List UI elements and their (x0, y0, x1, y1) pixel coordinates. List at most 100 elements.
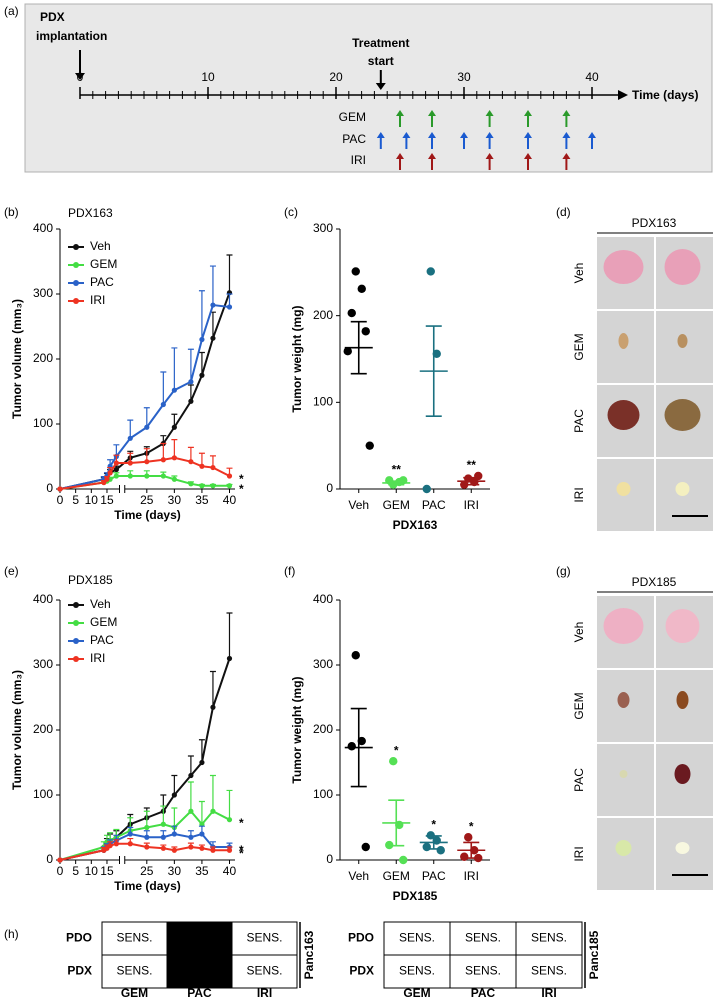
legend-label: IRI (90, 293, 105, 307)
error-bar (209, 774, 216, 812)
dose-arrow-head (562, 153, 571, 159)
data-point (464, 833, 473, 842)
data-point (160, 473, 166, 479)
x-tick-label: Veh (348, 498, 369, 512)
data-point (171, 387, 177, 393)
data-point (160, 457, 166, 463)
x-tick-label: 30 (168, 864, 182, 878)
data-point (188, 379, 194, 385)
dose-arrow-head (485, 110, 494, 116)
x-tick-label: 5 (72, 493, 79, 507)
x-tick-label: PAC (422, 869, 446, 883)
data-point (347, 308, 356, 318)
data-point (188, 772, 194, 779)
tumor (665, 609, 700, 643)
table-cell (515, 921, 583, 956)
data-point (160, 401, 166, 408)
x-tick-label: GEM (383, 498, 410, 512)
sem-bar (425, 325, 442, 417)
x-tick-label: 35 (195, 864, 209, 878)
x-tick-label: PAC (422, 498, 446, 512)
data-point (188, 459, 194, 465)
data-point (226, 483, 233, 489)
data-point (113, 460, 119, 466)
tumor (617, 692, 630, 708)
x-tick-label: 30 (168, 493, 182, 507)
legend-label: GEM (90, 257, 117, 271)
column-label: PAC (471, 986, 496, 1000)
x-tick-label: 30 (457, 70, 471, 84)
panel-label: (c) (284, 205, 298, 219)
tumor (603, 608, 644, 644)
legend-marker (73, 244, 79, 250)
error-bar (171, 347, 178, 391)
regimen-label: PAC (342, 132, 366, 146)
cell-text: SENS. (399, 931, 435, 945)
column-label: PAC (187, 986, 212, 1000)
column-label: IRI (257, 986, 272, 1000)
cell-text: SENS. (246, 931, 282, 945)
data-point (57, 857, 63, 863)
dose-arrow-head (460, 132, 468, 138)
dose-arrow-head (485, 153, 494, 159)
cell-text: SENS. (399, 964, 435, 978)
legend-marker (73, 298, 79, 304)
tumor (677, 334, 688, 348)
x-tick-label: 0 (57, 864, 64, 878)
x-tick-label: 20 (329, 70, 343, 84)
data-point (144, 473, 150, 479)
legend-marker (73, 620, 79, 626)
significance: * (469, 819, 474, 833)
treatment-label: start (368, 54, 394, 68)
legend-label: Veh (90, 239, 111, 253)
error-bar (127, 419, 134, 439)
implantation-label: implantation (36, 29, 107, 43)
column-label: GEM (403, 986, 430, 1000)
row-label: PDX (349, 964, 374, 978)
significance: * (394, 743, 399, 757)
x-tick-label: Veh (348, 869, 369, 883)
table-cell (166, 954, 233, 989)
significance: ** (392, 463, 402, 477)
data-point (422, 842, 431, 852)
y-tick-label: 400 (33, 221, 53, 235)
significance: * (239, 482, 244, 496)
data-point (144, 424, 150, 430)
data-point (171, 847, 177, 853)
sem-bar (388, 480, 405, 486)
sem-bar (425, 835, 442, 850)
data-point (144, 459, 150, 465)
data-point (127, 435, 133, 441)
table-cell (449, 954, 517, 989)
data-point (188, 398, 194, 404)
cell-text: SENS. (246, 964, 282, 978)
photo-cell (656, 818, 713, 890)
tumor (676, 691, 689, 709)
error-bar (143, 407, 150, 428)
error-bar (160, 805, 167, 825)
panel-label: (h) (4, 927, 19, 941)
arrow-head (375, 83, 386, 90)
dose-arrow-head (396, 110, 404, 116)
data-point (357, 284, 366, 293)
error-bar (160, 442, 167, 460)
data-point (199, 483, 205, 489)
regimen-label: IRI (351, 153, 366, 167)
data-point (144, 824, 150, 831)
data-point (113, 841, 119, 847)
data-point (188, 808, 194, 814)
tumor (616, 482, 631, 496)
significance: * (239, 472, 244, 486)
data-point (210, 847, 216, 853)
dose-arrow-head (524, 153, 532, 159)
panel-label: (d) (556, 205, 571, 219)
data-point (113, 466, 119, 473)
regimen-label: GEM (339, 110, 366, 124)
panel-label: (f) (284, 564, 295, 578)
data-point (171, 831, 177, 837)
x-tick-label: 25 (140, 864, 154, 878)
cell-text: SENS. (531, 931, 567, 945)
y-tick-label: 200 (313, 308, 333, 322)
